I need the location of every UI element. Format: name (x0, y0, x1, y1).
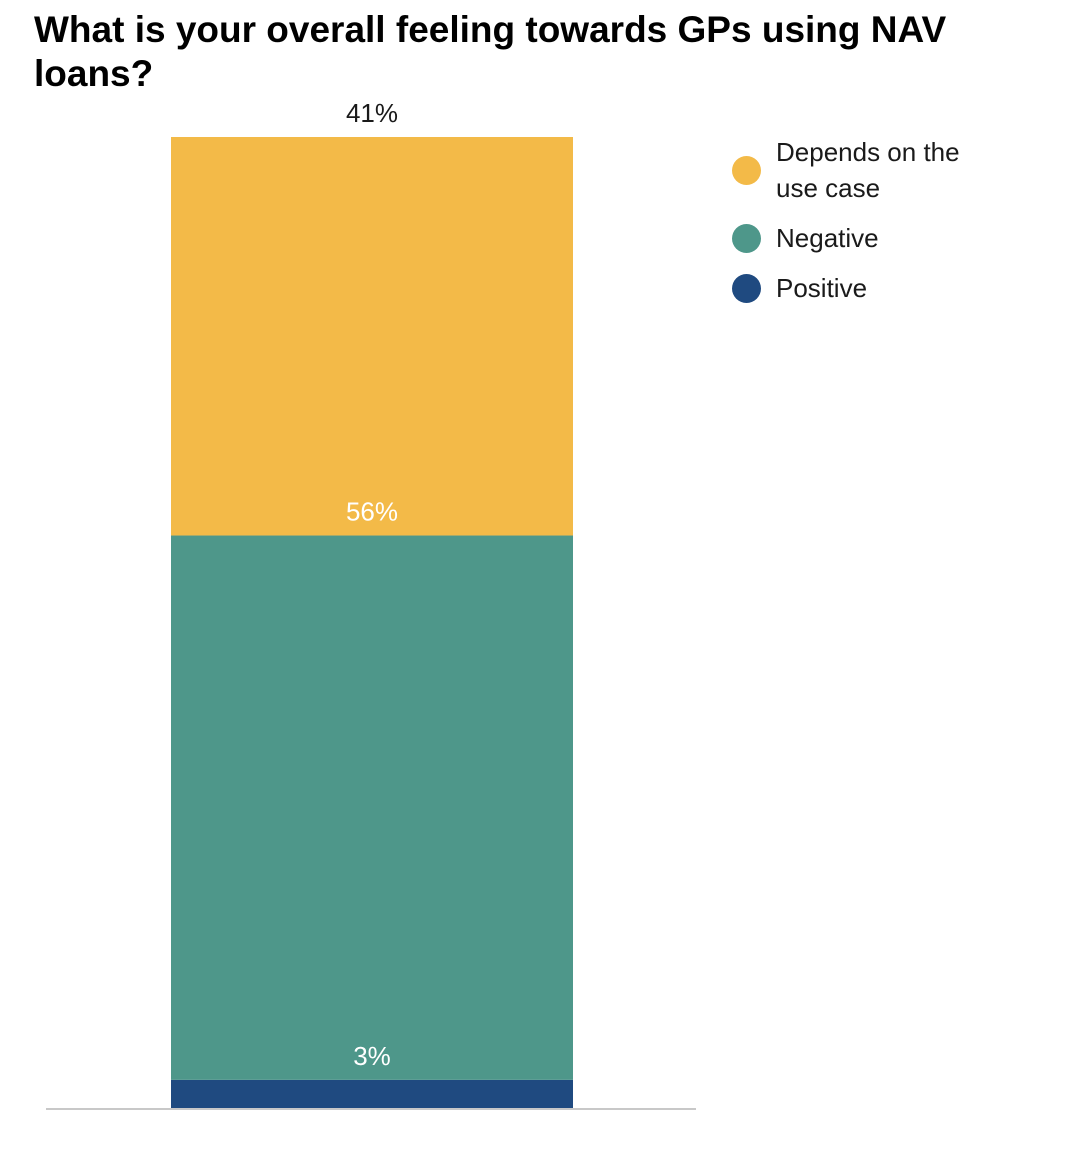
bar-segment-positive (171, 1079, 573, 1109)
legend-swatch-positive (732, 274, 761, 303)
legend-item-positive: Positive (732, 270, 1062, 306)
legend: Depends on the use case Negative Positive (732, 134, 1062, 320)
data-label-negative: 56% (346, 497, 398, 527)
legend-label-negative: Negative (776, 223, 879, 253)
legend-swatch-depends-on-the-use-case (732, 156, 761, 185)
segment-labels: 3% 56% 41% (346, 98, 398, 1071)
legend-swatch-negative (732, 224, 761, 253)
data-label-depends-on-the-use-case: 41% (346, 98, 398, 128)
data-label-positive: 3% (353, 1041, 391, 1071)
legend-label-depends-on-the-use-case: Depends on the use case (776, 137, 960, 203)
legend-item-depends-on-the-use-case: Depends on the use case (732, 134, 1062, 206)
bar-segment-negative (171, 535, 573, 1080)
chart-title: What is your overall feeling towards GPs… (34, 9, 947, 94)
bar-segments (171, 137, 573, 1109)
legend-label-positive: Positive (776, 273, 868, 303)
legend-item-negative: Negative (732, 220, 1062, 256)
bar-segment-depends-on-the-use-case (171, 137, 573, 536)
